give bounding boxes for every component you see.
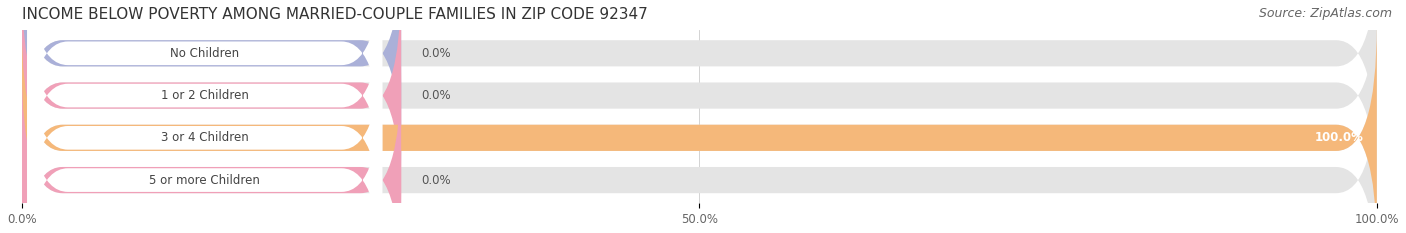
Text: 1 or 2 Children: 1 or 2 Children xyxy=(160,89,249,102)
Text: 0.0%: 0.0% xyxy=(422,174,451,187)
FancyBboxPatch shape xyxy=(27,65,382,233)
FancyBboxPatch shape xyxy=(27,0,382,168)
FancyBboxPatch shape xyxy=(21,66,401,233)
FancyBboxPatch shape xyxy=(21,24,1376,233)
FancyBboxPatch shape xyxy=(21,66,1376,233)
FancyBboxPatch shape xyxy=(21,0,401,167)
Text: No Children: No Children xyxy=(170,47,239,60)
Text: Source: ZipAtlas.com: Source: ZipAtlas.com xyxy=(1258,7,1392,20)
FancyBboxPatch shape xyxy=(27,23,382,233)
Text: 100.0%: 100.0% xyxy=(1315,131,1364,144)
FancyBboxPatch shape xyxy=(21,24,1376,233)
FancyBboxPatch shape xyxy=(21,0,401,209)
Text: 3 or 4 Children: 3 or 4 Children xyxy=(160,131,249,144)
Text: INCOME BELOW POVERTY AMONG MARRIED-COUPLE FAMILIES IN ZIP CODE 92347: INCOME BELOW POVERTY AMONG MARRIED-COUPL… xyxy=(21,7,648,22)
FancyBboxPatch shape xyxy=(27,0,382,211)
Text: 0.0%: 0.0% xyxy=(422,47,451,60)
FancyBboxPatch shape xyxy=(21,0,1376,167)
Text: 5 or more Children: 5 or more Children xyxy=(149,174,260,187)
FancyBboxPatch shape xyxy=(21,0,1376,209)
Text: 0.0%: 0.0% xyxy=(422,89,451,102)
